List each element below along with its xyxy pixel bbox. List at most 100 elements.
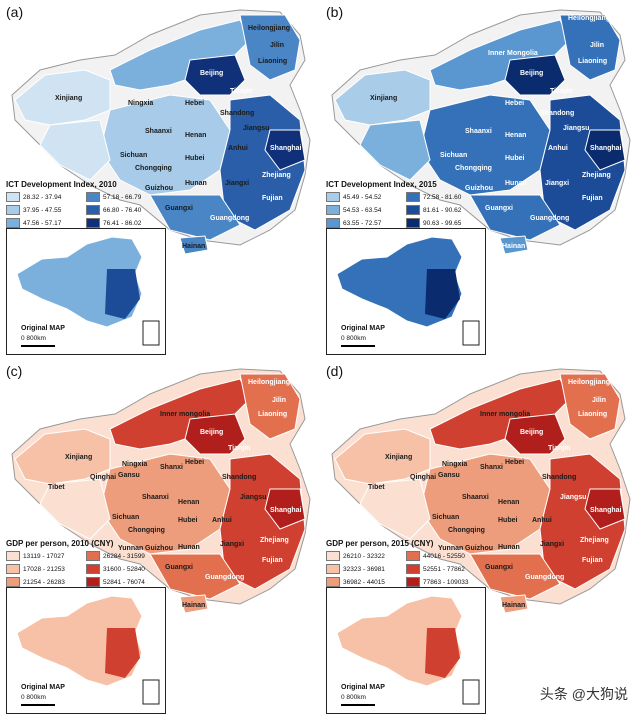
central-b (419, 94, 551, 196)
west-b (359, 119, 431, 181)
map-b (331, 9, 631, 255)
hainan-d (499, 594, 529, 614)
province-shaanxi-a: Shaanxi (145, 128, 172, 135)
east-coast-d (539, 453, 626, 590)
legend-title-b: ICT Development Index, 2015 (326, 180, 437, 189)
map-c (11, 368, 311, 614)
legend-item-a-0: 28.32 - 37.94 (6, 192, 84, 202)
legend-swatch-a-4 (86, 205, 100, 215)
province-jiangsu-b: Jiangsu (563, 125, 590, 132)
province-ningxia-d: Ningxia (442, 461, 468, 468)
legend-item-c-1: 17028 - 21253 (6, 564, 84, 574)
legend-swatch-a-3 (86, 192, 100, 202)
province-heilongjiang-a: Heilongjiang (248, 25, 290, 32)
hainan-a (179, 235, 209, 255)
province-hebei-a: Hebei (185, 100, 205, 107)
inset-box-b (462, 320, 480, 346)
province-guizhou-d: Guizhou (465, 545, 493, 552)
province-yunnan-c: Yunnan (118, 545, 144, 552)
hainan-b (499, 235, 529, 255)
legend-item-b-4: 81.61 - 90.62 (406, 205, 484, 215)
east-coast-a (219, 94, 306, 231)
province-sichuan-a: Sichuan (120, 152, 148, 159)
province-xinjiang-a: Xinjiang (55, 95, 83, 102)
province-beijing-b: Beijing (520, 70, 544, 77)
legend-swatch-d-0 (326, 551, 340, 561)
province-hainan-a: Hainan (182, 243, 206, 250)
province-hubei-c: Hubei (178, 517, 198, 524)
legend-item-b-0: 45.49 - 54.52 (326, 192, 404, 202)
province-henan-a: Henan (185, 132, 207, 139)
province-guangxi-a: Guangxi (165, 205, 194, 212)
legend-item-b-1: 54.53 - 63.54 (326, 205, 404, 215)
province-sichuan-d: Sichuan (432, 514, 460, 521)
northeast-a (239, 14, 301, 81)
province-jiangxi-a: Jiangxi (225, 180, 250, 187)
legend-item-c-4: 31600 - 52840 (86, 564, 164, 574)
legend-c: GDP per person, 2010 (CNY) 13119 - 17027… (6, 539, 166, 587)
legend-b: ICT Development Index, 2015 45.49 - 54.5… (326, 180, 486, 228)
province-sichuan-b: Sichuan (440, 152, 468, 159)
legend-swatch-b-5 (406, 218, 420, 228)
legend-swatch-a-2 (6, 218, 20, 228)
scale-bar-a (21, 345, 55, 347)
province-liaoning-a: Liaoning (258, 58, 288, 65)
east-coast-c (219, 453, 306, 590)
province-guangdong-a: Guangdong (210, 215, 250, 222)
legend-item-d-5: 77863 - 109033 (406, 577, 484, 587)
province-ningxia-a: Ningxia (128, 100, 154, 107)
legend-item-a-1: 37.95 - 47.55 (6, 205, 84, 215)
province-fujian-d: Fujian (582, 557, 603, 564)
province-jiangxi-b: Jiangxi (545, 180, 570, 187)
panel-a: (a) Heilongjiang Jilin Liaoning Beijing … (0, 0, 320, 359)
province-zhejiang-c: Zhejiang (260, 537, 289, 544)
province-shandong-b: Shandong (540, 110, 575, 117)
province-hunan-d: Hunan (498, 544, 520, 551)
province-shanghai-c: Shanghai (270, 507, 302, 514)
province-beijing-a: Beijing (200, 70, 224, 77)
northeast-c (239, 373, 301, 440)
province-shaanxi-b: Shaanxi (465, 128, 492, 135)
inset-title-a: Original MAP (21, 325, 65, 332)
province-qinghai-c: Qinghai (90, 474, 117, 481)
inset-box-d (462, 679, 480, 705)
legend-item-c-3: 26284 - 31599 (86, 551, 164, 561)
south-a (149, 194, 241, 241)
legend-item-a-4: 66.80 - 76.40 (86, 205, 164, 215)
legend-swatch-c-1 (6, 564, 20, 574)
province-gansu-d: Gansu (438, 472, 460, 479)
shanghai-a (264, 129, 306, 171)
east-coast-b (539, 94, 626, 231)
inset-map-d: Original MAP 0 800km (326, 587, 486, 714)
inset-box-c (142, 679, 160, 705)
scale-label-d: 0 800km (341, 694, 366, 701)
province-beijing-d: Beijing (520, 429, 544, 436)
panel-d: (d) Heilongjiang Jilin Inner mongolia Li… (320, 359, 640, 718)
legend-item-d-4: 52551 - 77862 (406, 564, 484, 574)
province-inner-mongolia-c: Inner mongolia (160, 411, 211, 418)
province-shanghai-d: Shanghai (590, 507, 622, 514)
legend-item-b-3: 72.58 - 81.60 (406, 192, 484, 202)
inset-china-b (336, 236, 480, 346)
province-hunan-b: Hunan (505, 180, 527, 187)
legend-swatch-c-4 (86, 564, 100, 574)
legend-item-c-0: 13119 - 17027 (6, 551, 84, 561)
province-inner-mongolia-d: Inner mongolia (480, 411, 531, 418)
province-hainan-d: Hainan (502, 602, 526, 609)
legend-swatch-d-2 (326, 577, 340, 587)
province-liaoning-d: Liaoning (578, 411, 608, 418)
inset-china-a (16, 236, 160, 346)
province-fujian-a: Fujian (262, 195, 283, 202)
legend-item-a-3: 57.18 - 66.79 (86, 192, 164, 202)
province-jilin-c: Jilin (272, 397, 287, 404)
legend-swatch-c-5 (86, 577, 100, 587)
province-tibet-c: Tibet (48, 484, 65, 491)
legend-title-c: GDP per person, 2010 (CNY) (6, 539, 114, 548)
panel-a-label: (a) (6, 4, 24, 20)
legend-swatch-b-3 (406, 192, 420, 202)
legend-swatch-c-3 (86, 551, 100, 561)
province-beijing-c: Beijing (200, 429, 224, 436)
legend-item-d-2: 36982 - 44015 (326, 577, 404, 587)
province-tibet-d: Tibet (368, 484, 385, 491)
inset-east-a (105, 269, 140, 319)
